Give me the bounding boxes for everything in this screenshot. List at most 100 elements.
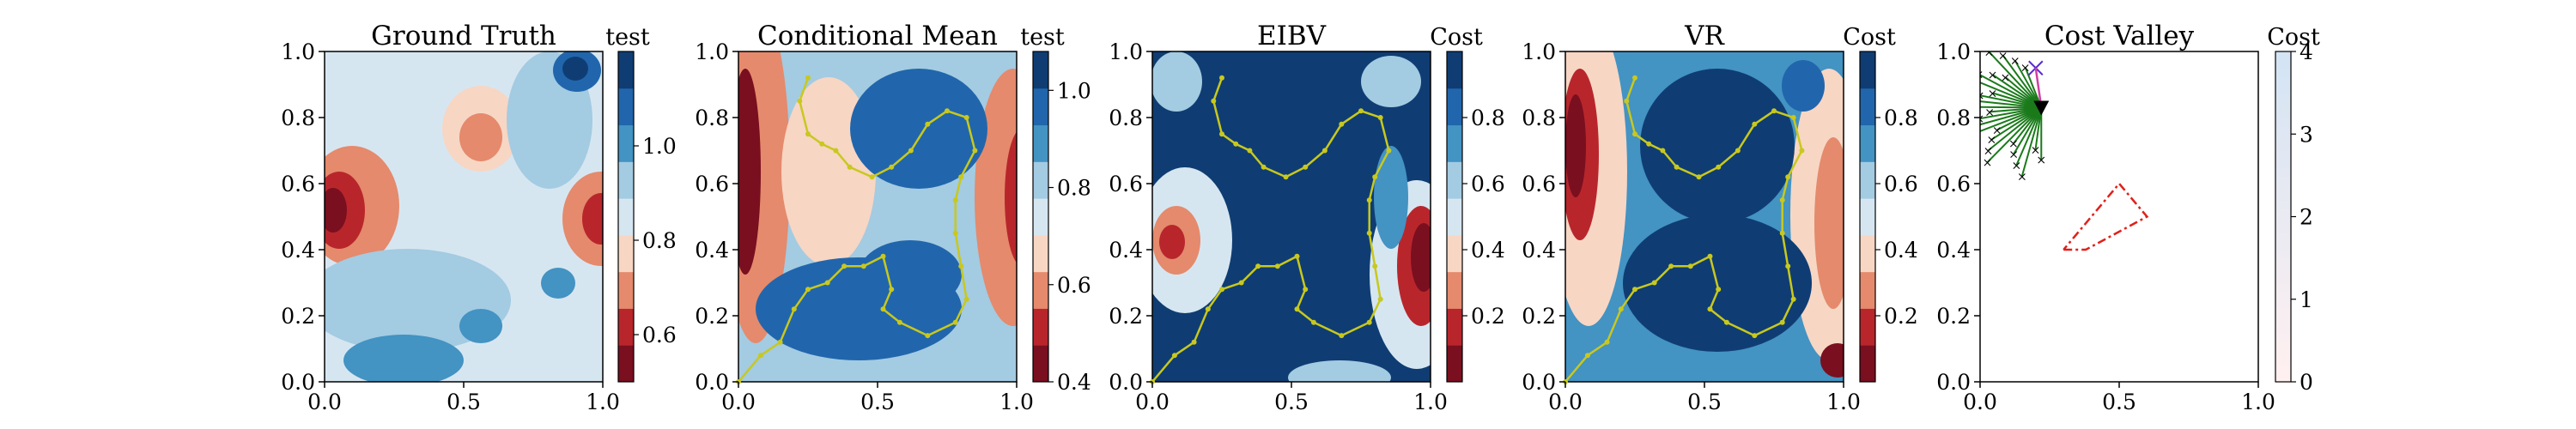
colorbar-segment (1033, 88, 1048, 126)
y-tick-label: 0.2 (1109, 304, 1143, 329)
y-tick-label: 0.0 (281, 370, 315, 395)
candidate-line (2013, 106, 2043, 144)
waypoint (1211, 98, 1217, 104)
waypoint (972, 148, 978, 154)
y-tick-label: 0.0 (695, 370, 729, 395)
x-tick-label: 1.0 (586, 390, 620, 414)
candidate-marker: × (1983, 156, 1993, 170)
waypoint (1219, 287, 1224, 293)
candidate-line (1980, 82, 2042, 109)
colorbar-segment (2275, 323, 2291, 334)
waypoint (1303, 287, 1309, 293)
y-tick-label: 0.6 (1936, 172, 1971, 196)
waypoint (1372, 263, 1378, 269)
waypoint (1735, 148, 1741, 154)
waypoint (1651, 280, 1657, 286)
waypoint (945, 108, 950, 114)
colorbar-frame (1032, 51, 1049, 383)
y-tick-label: 0.8 (695, 106, 729, 130)
colorbar-segment (618, 198, 634, 236)
colorbar-tick-label: 0.2 (1884, 304, 1918, 329)
colorbar-segment (2275, 340, 2291, 350)
waypoint (1674, 164, 1680, 170)
waypoint (1687, 263, 1693, 269)
waypoint (1191, 339, 1197, 345)
waypoint (1377, 115, 1383, 120)
candidate-line (1988, 51, 2043, 109)
waypoint (1785, 263, 1791, 269)
waypoint (797, 98, 803, 104)
waypoint (1771, 108, 1777, 114)
waypoint (1366, 319, 1372, 325)
colorbar-segment (1447, 51, 1462, 89)
panel-cost-valley: Cost Valley ×××××××××××× ×××××××××××××× (1974, 21, 2259, 383)
x-tick-label: 0.5 (1274, 390, 1309, 414)
waypoint (1321, 148, 1327, 154)
trajectory-path (738, 77, 976, 383)
candidate-line (2034, 107, 2043, 150)
waypoint (958, 263, 964, 269)
y-tick-label: 0.0 (1522, 370, 1556, 395)
heatmap-eibv (1152, 51, 1431, 382)
waypoint (1274, 263, 1280, 269)
colorbar-segment (2275, 332, 2291, 341)
candidate-marker: × (2031, 144, 2041, 158)
colorbar-frame (617, 51, 635, 383)
candidate-line (2015, 107, 2043, 166)
colorbar-segment (618, 124, 634, 162)
waypoint (1205, 306, 1211, 312)
heatmap-conditional-mean (738, 51, 1017, 382)
colorbar-tick-label: 0.8 (642, 228, 677, 253)
colorbar-tick-label: 1.0 (1057, 78, 1091, 103)
colorbar-segment (1447, 198, 1462, 236)
trajectory-path (1564, 77, 1803, 383)
candidate-marker: × (1974, 112, 1984, 126)
colorbar-segment (618, 345, 634, 383)
candidate-marker: × (1998, 49, 2008, 63)
colorbar-label: test (605, 24, 650, 51)
colorbar-segment (1033, 161, 1048, 199)
colorbar-segment (2275, 225, 2291, 234)
waypoint (1779, 197, 1785, 203)
colorbar-segment (2275, 291, 2291, 300)
colorbar-tick-label: 2 (2300, 205, 2313, 230)
waypoint (824, 280, 830, 286)
colorbar-segment (2275, 191, 2291, 202)
waypoint (833, 148, 839, 154)
colorbar-segment (2275, 150, 2291, 160)
colorbar-label: Cost (2267, 24, 2320, 51)
colorbar-segment (2275, 76, 2291, 86)
waypoint (1604, 339, 1610, 345)
waypoint (860, 263, 866, 269)
waypoint (896, 319, 902, 325)
colorbar-segment (2275, 68, 2291, 77)
waypoint (963, 296, 969, 302)
y-tick-label: 0.6 (281, 172, 315, 196)
waypoint (952, 319, 958, 325)
colorbar-tick-label: 0 (2300, 370, 2313, 395)
colorbar-segment (2275, 118, 2291, 127)
heatmap-ground-truth (325, 51, 603, 382)
colorbar-segment (2275, 316, 2291, 325)
candidate-marker: × (2020, 61, 2031, 75)
candidate-line (2020, 107, 2043, 177)
y-tick-label: 0.2 (281, 304, 315, 329)
colorbar-tick-label: 0.6 (1884, 172, 1918, 196)
colorbar-segment (1447, 234, 1462, 273)
y-tick-label: 0.0 (1936, 370, 1971, 395)
waypoint (880, 306, 886, 312)
candidate-lines: ×××××××××××× ×××××××××××××× (1974, 49, 2046, 184)
colorbar-segment (1447, 161, 1462, 199)
x-tick-label: 0.0 (721, 390, 756, 414)
x-tick-label: 0.0 (307, 390, 342, 414)
colorbar-segment (2275, 200, 2291, 209)
candidate-line (1980, 106, 2042, 126)
waypoint (1233, 141, 1239, 147)
y-tick-label: 0.4 (1109, 238, 1143, 263)
waypoint (952, 230, 958, 236)
x-tick-label: 0.0 (1963, 390, 1997, 414)
colorbar-segment (1860, 308, 1875, 346)
colorbar-segment (2275, 274, 2291, 284)
y-tick-label: 0.4 (281, 238, 315, 263)
